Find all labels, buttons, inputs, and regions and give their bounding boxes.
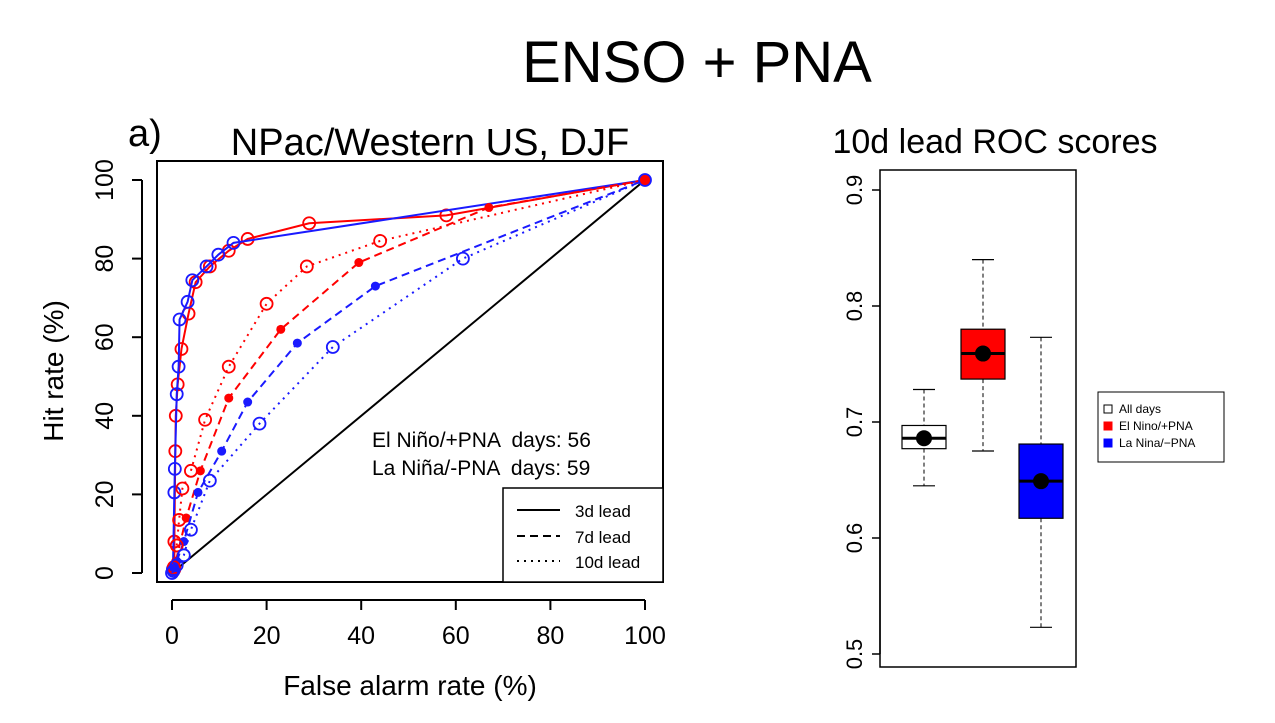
- roc-x-axis: 0 20 40 60 80 100: [165, 599, 666, 650]
- roc-point-blue-10d-lead: [455, 251, 470, 266]
- roc-x-tick-label: 20: [253, 622, 281, 650]
- roc-point-red-3d-lead: [302, 216, 317, 231]
- roc-point-blue-3d-lead: [167, 461, 182, 476]
- box-title: 10d lead ROC scores: [832, 123, 1157, 161]
- roc-point-blue-7d-lead: [217, 446, 227, 456]
- roc-point-red-10d-lead: [373, 234, 388, 248]
- roc-point-red-10d-lead: [259, 296, 274, 311]
- roc-y-tick-label: 40: [91, 402, 119, 430]
- roc-point-blue-3d-lead: [185, 273, 200, 288]
- box-y-tick-label: 0.9: [842, 175, 867, 206]
- roc-point-blue-7d-lead: [193, 487, 203, 497]
- box-legend: All days El Nino/+PNA La Nina/−PNA: [1097, 391, 1225, 463]
- box-y-tick-label: 0.8: [842, 291, 867, 322]
- roc-y-tick-label: 100: [91, 159, 119, 201]
- roc-point-blue-3d-lead: [180, 294, 195, 309]
- legend-el-nino-label: El Nino/+PNA: [1119, 419, 1193, 433]
- legend-la-nina-label: La Nina/−PNA: [1119, 436, 1195, 450]
- roc-point-blue-10d-lead: [202, 473, 217, 488]
- legend-all-days-label: All days: [1119, 402, 1161, 416]
- legend-swatch-all-days: [1103, 404, 1113, 414]
- roc-point-blue-3d-lead: [211, 247, 226, 262]
- roc-y-tick-label: 0: [91, 566, 119, 580]
- roc-y-tick-label: 60: [91, 323, 119, 351]
- roc-x-tick-label: 60: [442, 622, 470, 650]
- legend-10d-lead-label: 10d lead: [575, 553, 640, 572]
- legend-7d-lead-label: 7d lead: [575, 528, 631, 547]
- legend-swatch-el-nino: [1103, 421, 1113, 431]
- roc-point-red-7d-lead: [195, 466, 205, 476]
- roc-x-tick-label: 0: [165, 622, 179, 650]
- roc-x-tick-label: 40: [347, 622, 375, 650]
- roc-point-red-10d-lead: [221, 359, 236, 374]
- roc-legend: 3d lead 7d lead 10d lead: [502, 487, 664, 583]
- roc-panel: a) NPac/Western US, DJF 0 20 40 60 80 100 0 20…: [38, 113, 666, 701]
- roc-y-axis: 0 20 40 60 80 100: [91, 159, 143, 580]
- roc-point-blue-10d-lead: [176, 548, 191, 563]
- roc-point-blue-3d-lead: [172, 312, 187, 327]
- roc-point-blue-7d-lead: [243, 397, 253, 407]
- roc-no-skill-diagonal: [171, 179, 646, 574]
- roc-point-red-10d-lead: [172, 513, 186, 527]
- box-mean-all-days: [916, 430, 932, 447]
- roc-plot-frame: [156, 160, 664, 583]
- roc-point-red-7d-lead: [276, 324, 286, 334]
- roc-point-blue-7d-lead: [370, 281, 380, 291]
- roc-y-tick-label: 80: [91, 245, 119, 273]
- roc-annotation-la-nina-days: La Niña/-PNA days: 59: [372, 457, 590, 480]
- box-mean-el-nino-pna: [975, 345, 991, 362]
- box-elements-group: [901, 259, 1064, 628]
- legend-swatch-la-nina: [1103, 438, 1113, 448]
- roc-line-blue-7d-lead: [171, 179, 646, 574]
- box-y-tick-label: 0.7: [842, 407, 867, 438]
- roc-y-tick-label: 20: [91, 480, 119, 508]
- box-y-axis: 0.5 0.6 0.7 0.8 0.9: [842, 175, 881, 670]
- roc-point-red-7d-lead: [484, 203, 494, 213]
- roc-point-blue-10d-lead: [169, 558, 184, 573]
- roc-point-red-10d-lead: [184, 463, 198, 478]
- legend-3d-lead-label: 3d lead: [575, 502, 631, 521]
- roc-point-red-10d-lead: [175, 481, 190, 496]
- roc-x-tick-label: 100: [624, 622, 666, 650]
- roc-point-blue-10d-lead: [184, 522, 198, 537]
- roc-point-origin: [165, 566, 179, 580]
- box-panel: 10d lead ROC scores 0.5 0.6 0.7 0.8 0.9 All …: [832, 123, 1225, 670]
- roc-line-red-7d-lead: [171, 179, 646, 574]
- roc-point-red-7d-lead: [224, 393, 234, 403]
- roc-y-axis-label: Hit rate (%): [38, 300, 69, 442]
- roc-point-red-10d-lead: [169, 538, 184, 553]
- box-mean-la-nina-pna: [1033, 473, 1049, 490]
- roc-point-blue-3d-lead: [226, 235, 241, 250]
- roc-panel-label: a): [128, 113, 162, 155]
- roc-x-tick-label: 80: [536, 622, 564, 650]
- roc-series-group: [165, 173, 652, 580]
- roc-point-blue-3d-lead: [169, 387, 184, 402]
- roc-title: NPac/Western US, DJF: [231, 122, 629, 164]
- box-y-tick-label: 0.6: [842, 523, 867, 554]
- roc-point-red-10d-lead: [198, 412, 213, 427]
- roc-point-blue-3d-lead: [199, 259, 214, 274]
- roc-point-red-7d-lead: [354, 258, 364, 268]
- roc-point-red-3d-lead: [174, 342, 189, 356]
- page-title: ENSO + PNA: [522, 30, 872, 95]
- roc-annotation-el-nino-days: El Niño/+PNA days: 56: [372, 429, 591, 452]
- roc-line-blue-3d-lead: [171, 179, 646, 574]
- roc-point-blue-3d-lead: [167, 485, 182, 500]
- roc-point-blue-10d-lead: [252, 416, 267, 431]
- roc-legend-box: [502, 487, 664, 583]
- roc-point-red-10d-lead: [299, 259, 314, 274]
- box-y-tick-label: 0.5: [842, 639, 867, 670]
- roc-point-blue-7d-lead: [292, 338, 302, 348]
- roc-point-endpoint: [638, 173, 652, 187]
- roc-line-red-10d-lead: [171, 179, 646, 574]
- roc-x-axis-label: False alarm rate (%): [283, 670, 537, 701]
- box-plot-frame: [879, 169, 1077, 668]
- box-legend-frame: [1097, 391, 1225, 463]
- roc-point-blue-3d-lead: [171, 359, 186, 374]
- roc-point-blue-10d-lead: [325, 340, 340, 354]
